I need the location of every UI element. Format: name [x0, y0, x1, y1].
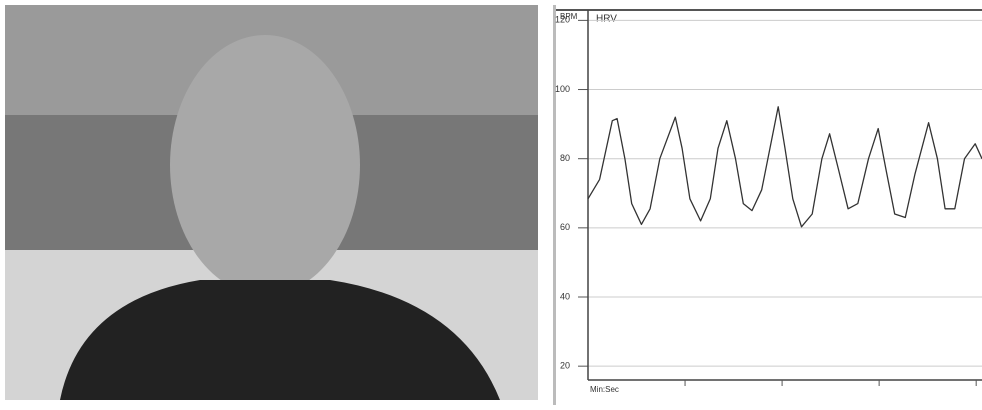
chart-title: HRV [596, 14, 617, 25]
chart-panel [553, 5, 982, 405]
screenshot: BPM HRV Min:Sec 20406080100120 [0, 0, 982, 405]
x-axis-label: Min:Sec [590, 385, 619, 394]
photo-face [170, 35, 360, 295]
y-tick-label: 40 [560, 291, 570, 301]
panel-border [553, 5, 556, 405]
y-tick-label: 100 [555, 84, 570, 94]
y-tick-label: 80 [560, 153, 570, 163]
y-tick-label: 60 [560, 222, 570, 232]
y-tick-label: 20 [560, 361, 570, 371]
y-tick-label: 120 [555, 15, 570, 25]
